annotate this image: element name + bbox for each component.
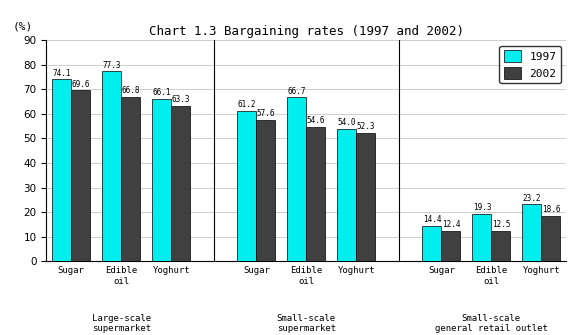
- Text: 54.0: 54.0: [338, 118, 356, 127]
- Text: 18.6: 18.6: [542, 205, 560, 214]
- Bar: [491, 230, 510, 261]
- Bar: [238, 111, 256, 261]
- Text: 69.6: 69.6: [72, 80, 90, 88]
- Title: Chart 1.3 Bargaining rates (1997 and 2002): Chart 1.3 Bargaining rates (1997 and 200…: [149, 25, 464, 38]
- Text: 52.3: 52.3: [357, 122, 375, 131]
- Bar: [338, 129, 357, 261]
- Bar: [542, 216, 561, 261]
- Text: 57.6: 57.6: [257, 109, 275, 118]
- Bar: [423, 226, 442, 261]
- Text: 61.2: 61.2: [238, 100, 256, 109]
- Bar: [306, 127, 325, 261]
- Bar: [523, 204, 542, 261]
- Text: 19.3: 19.3: [473, 203, 491, 212]
- Text: Small-scale
general retail outlet: Small-scale general retail outlet: [435, 314, 548, 333]
- Bar: [71, 90, 90, 261]
- Bar: [442, 231, 461, 261]
- Text: 66.1: 66.1: [153, 88, 171, 97]
- Text: 63.3: 63.3: [172, 95, 190, 104]
- Bar: [472, 214, 491, 261]
- Bar: [152, 99, 171, 261]
- Text: Small-scale
supermarket: Small-scale supermarket: [277, 314, 336, 333]
- Text: 54.6: 54.6: [306, 117, 325, 125]
- Legend: 1997, 2002: 1997, 2002: [499, 46, 561, 83]
- Text: 23.2: 23.2: [523, 194, 541, 203]
- Text: 12.4: 12.4: [442, 220, 460, 229]
- Bar: [102, 71, 121, 261]
- Text: 77.3: 77.3: [102, 61, 121, 70]
- Bar: [357, 133, 375, 261]
- Bar: [121, 97, 140, 261]
- Text: 14.4: 14.4: [423, 215, 441, 224]
- Bar: [52, 79, 71, 261]
- Bar: [256, 120, 275, 261]
- Bar: [171, 106, 190, 261]
- Text: 12.5: 12.5: [492, 220, 510, 229]
- Text: Large-scale
supermarket: Large-scale supermarket: [92, 314, 151, 333]
- Text: 74.1: 74.1: [53, 69, 71, 77]
- Text: 66.7: 66.7: [288, 87, 306, 96]
- Text: 66.8: 66.8: [121, 86, 140, 95]
- Text: (%): (%): [13, 21, 33, 31]
- Bar: [287, 97, 306, 261]
